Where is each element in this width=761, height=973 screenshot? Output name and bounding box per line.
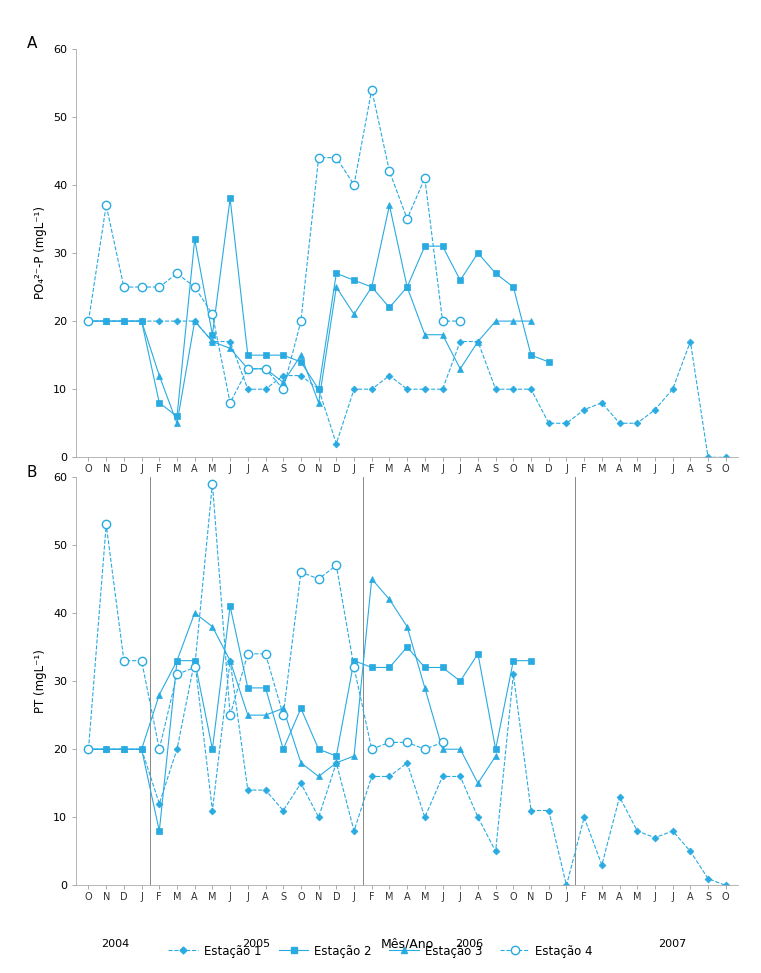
- X-axis label: Mês/Ano: Mês/Ano: [380, 937, 434, 950]
- Text: B: B: [27, 464, 37, 480]
- Text: 2004: 2004: [101, 939, 129, 949]
- Text: 2006: 2006: [455, 939, 483, 949]
- Text: A: A: [27, 36, 37, 52]
- Y-axis label: PT (mgL⁻¹): PT (mgL⁻¹): [34, 649, 47, 713]
- Legend: Estação 1, Estação 2, Estação 3, Estação 4: Estação 1, Estação 2, Estação 3, Estação…: [164, 940, 597, 962]
- Text: 2007: 2007: [658, 939, 686, 949]
- Y-axis label: PO₄²⁻-P (mgL⁻¹): PO₄²⁻-P (mgL⁻¹): [34, 206, 47, 300]
- Text: 2005: 2005: [243, 939, 271, 949]
